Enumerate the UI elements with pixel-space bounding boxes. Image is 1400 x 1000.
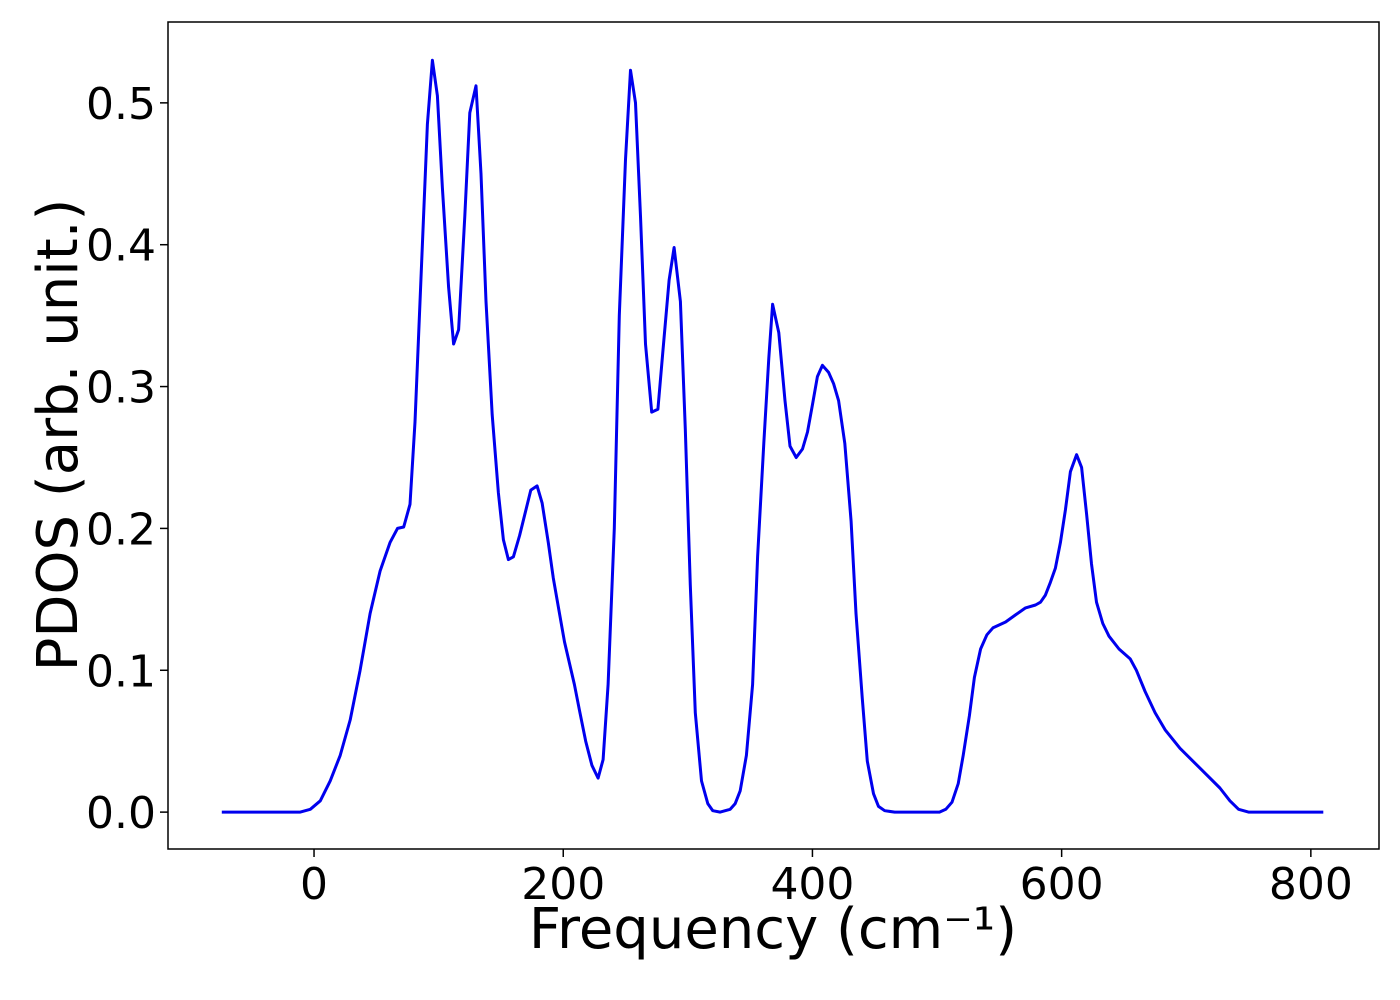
y-tick-label: 0.2 bbox=[86, 504, 156, 555]
y-tick-label: 0.0 bbox=[86, 788, 156, 839]
y-tick-label: 0.5 bbox=[86, 79, 156, 130]
plot-frame bbox=[167, 21, 1380, 850]
x-tick-label: 400 bbox=[770, 859, 854, 910]
x-tick-label: 0 bbox=[300, 859, 328, 910]
x-tick-label: 600 bbox=[1020, 859, 1104, 910]
y-tick-label: 0.4 bbox=[86, 221, 156, 272]
y-tick-label: 0.1 bbox=[86, 646, 156, 697]
y-axis-label: PDOS (arb. unit.) bbox=[26, 199, 91, 672]
x-tick-label: 200 bbox=[521, 859, 605, 910]
y-tick-label: 0.3 bbox=[86, 363, 156, 414]
line bbox=[221, 58, 1324, 814]
x-tick-label: 800 bbox=[1269, 859, 1353, 910]
x-axis-label: Frequency (cm⁻¹) bbox=[529, 897, 1017, 962]
